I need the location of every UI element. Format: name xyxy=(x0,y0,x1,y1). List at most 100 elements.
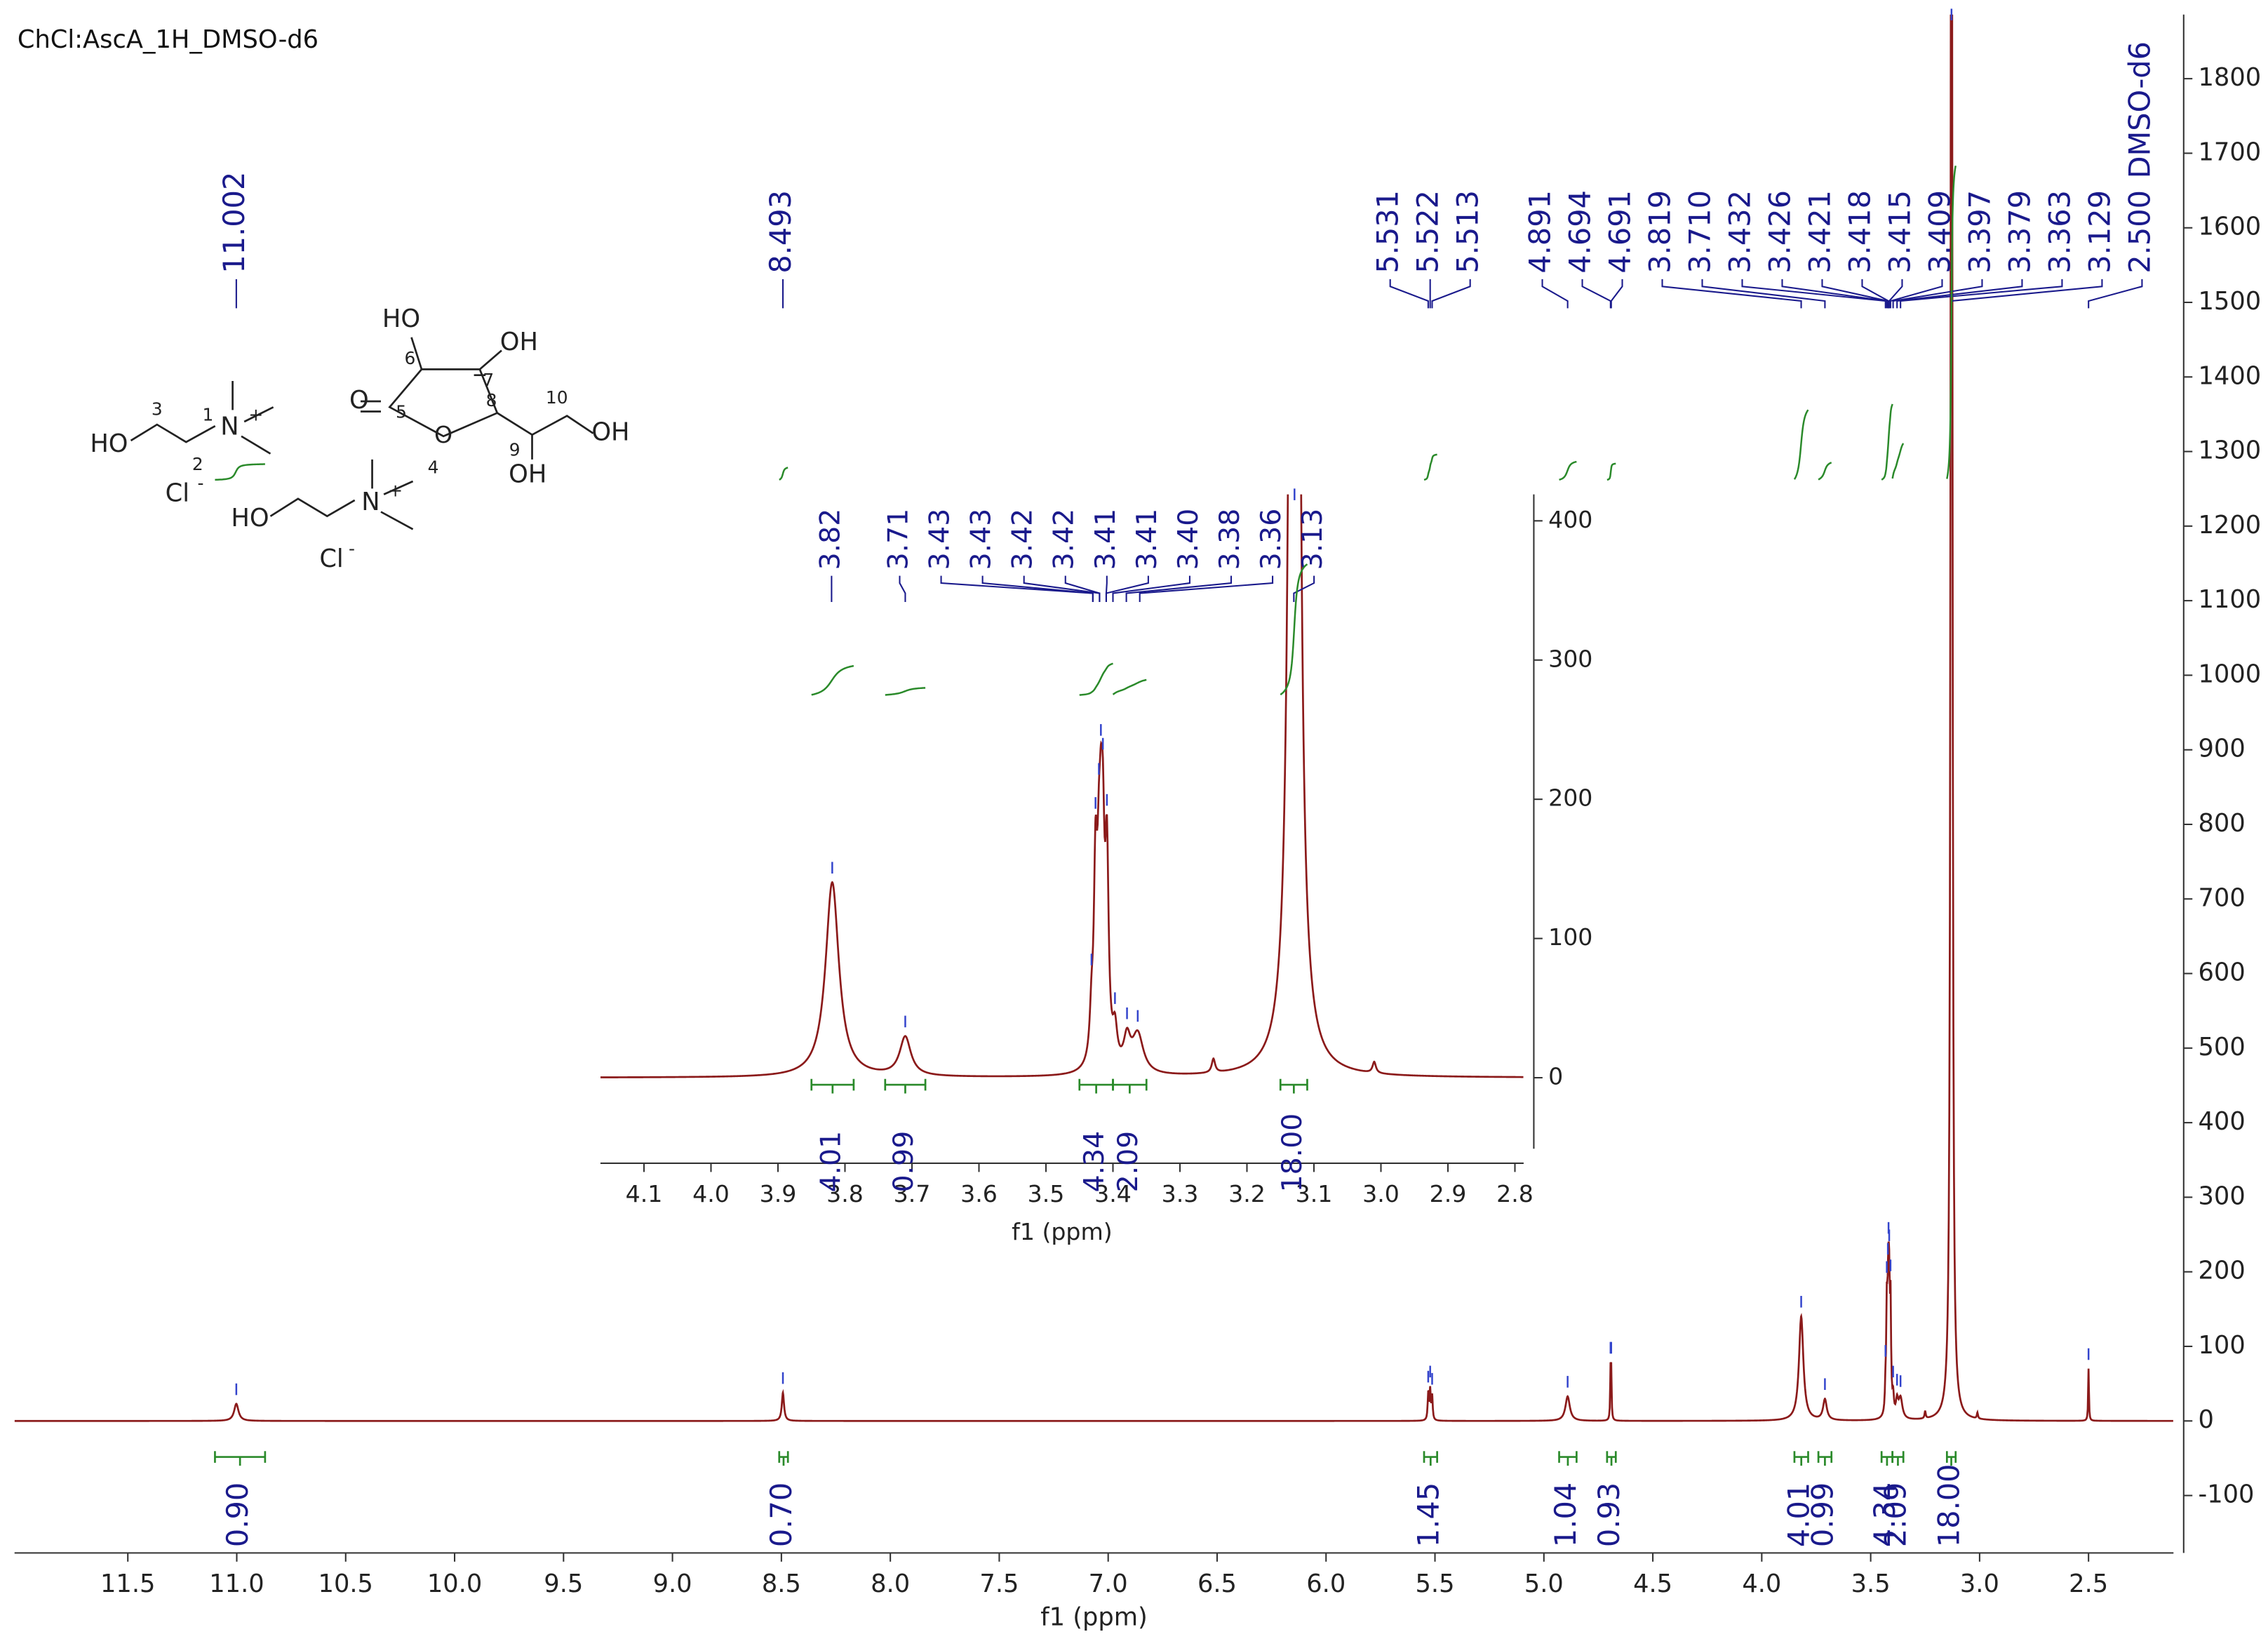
integral-bracket xyxy=(1078,1078,1114,1094)
peak-label: 3.432 xyxy=(1724,190,1757,274)
structure-label: OH xyxy=(500,328,538,356)
peak-label: 3.819 xyxy=(1644,190,1677,274)
integral-bracket xyxy=(884,1078,927,1094)
peak-label-text: 3.43 xyxy=(923,509,955,570)
y-tick-label: 100 xyxy=(1548,923,1592,951)
peak-label-text: 3.43 xyxy=(965,509,997,570)
peak-label-connector xyxy=(1293,575,1315,602)
structure-label: 2 xyxy=(192,454,203,474)
peak-label-text: 4.891 xyxy=(1524,190,1557,274)
x-tick-label: 3.0 xyxy=(1362,1180,1400,1207)
integral-bracket xyxy=(1817,1451,1833,1466)
peak-label-connector xyxy=(1889,279,1943,309)
y-tick-label: 600 xyxy=(2199,958,2246,987)
peak-label: 3.41 xyxy=(1130,509,1162,570)
peak-label-text: 5.522 xyxy=(1411,190,1445,274)
peak-label: 3.42 xyxy=(1047,509,1080,570)
x-tick-label: 2.5 xyxy=(2069,1570,2108,1598)
peak-label-text: 8.493 xyxy=(764,190,798,274)
y-tick-label: 900 xyxy=(2199,735,2246,763)
peak-label: 3.418 xyxy=(1843,190,1877,274)
peak-label-connector xyxy=(1781,279,1888,309)
integral-label: 18.00 xyxy=(1933,1464,1966,1547)
peak-label-text: 3.41 xyxy=(1130,509,1162,570)
integral-bracket xyxy=(1279,1078,1308,1094)
y-tick-label: 1300 xyxy=(2199,436,2262,465)
x-tick-label: 3.5 xyxy=(1851,1570,1891,1598)
peak-label-text: 3.397 xyxy=(1963,190,1997,274)
x-tick-label: 4.0 xyxy=(1742,1570,1781,1598)
integral-label: 0.90 xyxy=(221,1483,255,1547)
integral-label: 2.09 xyxy=(1112,1131,1144,1193)
integral-label: 1.45 xyxy=(1411,1483,1445,1547)
integral-label: 4.01 xyxy=(814,1131,847,1193)
x-tick-label: 3.4 xyxy=(1094,1180,1132,1207)
integral-curve xyxy=(1818,462,1832,481)
structure-label: O xyxy=(349,386,369,415)
spectrum-title: ChCl:AscA_1H_DMSO-d6 xyxy=(18,25,318,54)
integral-label: 4.34 xyxy=(1078,1131,1110,1193)
structure-label: 5 xyxy=(396,402,407,422)
peak-label: 4.891 xyxy=(1524,190,1557,274)
integral-curve xyxy=(1280,563,1308,696)
integral-curve xyxy=(1881,403,1893,481)
x-tick-label: 9.0 xyxy=(653,1570,692,1598)
y-tick-label: 400 xyxy=(1548,506,1592,533)
peak-label-connector xyxy=(1389,279,1429,309)
peak-label: 3.13 xyxy=(1296,509,1329,570)
peak-label: 3.42 xyxy=(1006,509,1038,570)
integral-bracket xyxy=(810,1078,855,1094)
peak-label-text: 3.418 xyxy=(1843,190,1877,274)
peak-label: 4.691 xyxy=(1604,190,1637,274)
integral-label: 4.01 xyxy=(1783,1483,1816,1547)
integral-bracket xyxy=(1793,1451,1809,1466)
peak-label-text: 11.002 xyxy=(217,172,251,274)
peak-label-connector xyxy=(1610,279,1623,309)
peak-label: 3.40 xyxy=(1172,509,1204,570)
integral-curve xyxy=(1946,166,1957,479)
peak-label-text: 3.710 xyxy=(1684,190,1717,274)
structure-label: OH xyxy=(591,418,629,447)
x-tick-label: 5.0 xyxy=(1524,1570,1564,1598)
y-tick-label: 1500 xyxy=(2199,287,2262,316)
integral-label: 0.99 xyxy=(887,1131,920,1193)
peak-label: 4.694 xyxy=(1564,190,1597,274)
integral-bracket xyxy=(1423,1451,1438,1466)
peak-label-connector xyxy=(1541,279,1569,309)
peak-label: 3.43 xyxy=(923,509,955,570)
y-tick-label: 1000 xyxy=(2199,660,2262,688)
peak-label: 3.82 xyxy=(814,509,846,570)
y-tick-label: 300 xyxy=(1548,645,1592,672)
peak-label: 3.397 xyxy=(1963,190,1997,274)
peak-label-text: 5.531 xyxy=(1371,190,1405,274)
x-tick-label: 3.1 xyxy=(1296,1180,1333,1207)
integral-curve xyxy=(1559,460,1577,481)
peak-label-text: 3.379 xyxy=(2003,190,2036,274)
integral-curve xyxy=(215,463,265,481)
structure-label: + xyxy=(248,405,263,425)
x-tick-label: 11.5 xyxy=(100,1570,155,1598)
y-tick-label: 100 xyxy=(2199,1331,2246,1360)
peak-label-text: 3.415 xyxy=(1883,190,1917,274)
y-tick-label: 1700 xyxy=(2199,138,2262,166)
x-tick-label: 8.5 xyxy=(762,1570,801,1598)
x-tick-label: 2.9 xyxy=(1430,1180,1467,1207)
x-tick-label: 6.0 xyxy=(1306,1570,1346,1598)
structure-label: O xyxy=(434,421,452,448)
structure-label: OH xyxy=(509,460,546,489)
inset-background xyxy=(600,494,1604,1251)
integral-label: 1.04 xyxy=(1549,1483,1583,1547)
structure-label: N xyxy=(361,488,380,516)
peak-label: 3.363 xyxy=(2043,190,2076,274)
peak-label: 3.426 xyxy=(1763,190,1797,274)
structure-label: 8 xyxy=(486,390,497,410)
peak-label: 3.379 xyxy=(2003,190,2036,274)
x-tick-label: 10.0 xyxy=(427,1570,482,1598)
structure-label: 4 xyxy=(428,457,439,477)
x-tick-label: 8.0 xyxy=(871,1570,910,1598)
inset-spectrum xyxy=(600,494,1524,1078)
x-tick-label: 7.5 xyxy=(979,1570,1019,1598)
x-tick-label: 4.1 xyxy=(626,1180,663,1207)
peak-label-text: 3.432 xyxy=(1724,190,1757,274)
